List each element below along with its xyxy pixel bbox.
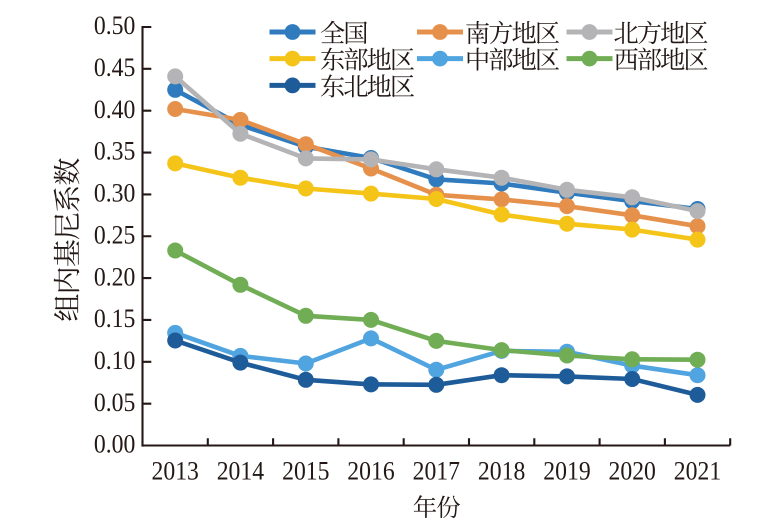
svg-text:2020: 2020 <box>609 457 656 485</box>
svg-text:0.10: 0.10 <box>94 347 135 375</box>
svg-text:2018: 2018 <box>478 457 525 485</box>
svg-text:2019: 2019 <box>543 457 590 485</box>
svg-text:0.35: 0.35 <box>94 138 135 166</box>
svg-text:0.20: 0.20 <box>94 263 135 291</box>
svg-text:0.00: 0.00 <box>94 431 135 459</box>
svg-text:2013: 2013 <box>152 457 199 485</box>
svg-text:2016: 2016 <box>347 457 394 485</box>
svg-text:0.15: 0.15 <box>94 305 135 333</box>
svg-text:2021: 2021 <box>674 457 721 485</box>
svg-text:2014: 2014 <box>217 457 265 485</box>
svg-text:2017: 2017 <box>413 457 460 485</box>
svg-text:0.05: 0.05 <box>94 389 135 417</box>
svg-text:0.45: 0.45 <box>94 54 135 82</box>
svg-text:2015: 2015 <box>282 457 329 485</box>
svg-text:0.50: 0.50 <box>94 12 135 40</box>
svg-text:0.25: 0.25 <box>94 221 135 249</box>
svg-text:0.40: 0.40 <box>94 96 135 124</box>
svg-text:0.30: 0.30 <box>94 180 135 208</box>
